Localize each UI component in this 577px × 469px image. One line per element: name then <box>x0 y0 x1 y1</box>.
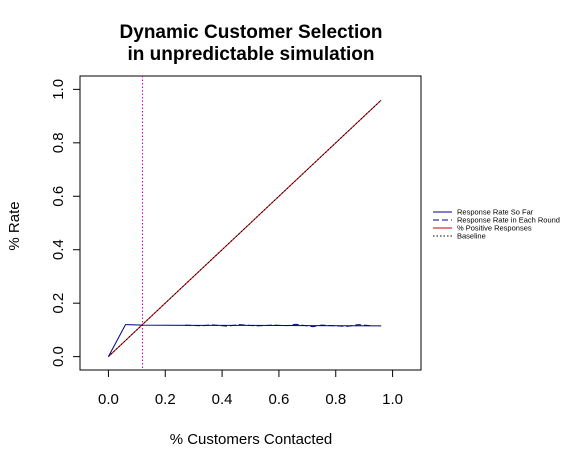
series-line-1 <box>107 324 382 357</box>
x-axis: 0.0 0.2 0.4 0.6 0.8 1.0 <box>98 369 403 408</box>
x-tick-label: 0.2 <box>155 391 176 408</box>
x-tick-label: 1.0 <box>382 391 403 408</box>
series-line-4 <box>108 99 382 357</box>
chart-title-line-2: in unpredictable simulation <box>127 44 374 65</box>
y-tick-label: 1.0 <box>50 79 67 100</box>
y-axis: 0.0 0.2 0.4 0.6 0.8 1.0 <box>50 79 81 367</box>
series-line-2 <box>185 323 370 328</box>
y-tick-label: 0.8 <box>50 132 67 153</box>
legend-label: % Positive Responses <box>457 224 532 233</box>
x-tick-label: 0.0 <box>98 391 119 408</box>
x-tick-label: 0.4 <box>212 391 233 408</box>
y-tick-label: 0.6 <box>50 186 67 207</box>
x-tick-label: 0.8 <box>325 391 346 408</box>
y-tick-label: 0.0 <box>50 346 67 367</box>
legend-label: Response Rate So Far <box>457 208 534 217</box>
plot-area <box>107 76 382 370</box>
x-axis-title: % Customers Contacted <box>170 431 333 448</box>
legend-label: Response Rate in Each Round <box>457 216 560 225</box>
chart-title-line-1: Dynamic Customer Selection <box>120 22 383 43</box>
x-tick-label: 0.6 <box>268 391 289 408</box>
y-axis-title: % Rate <box>6 201 23 250</box>
y-tick-label: 0.4 <box>50 239 67 260</box>
y-tick-label: 0.2 <box>50 293 67 314</box>
legend-label: Baseline <box>457 232 486 241</box>
